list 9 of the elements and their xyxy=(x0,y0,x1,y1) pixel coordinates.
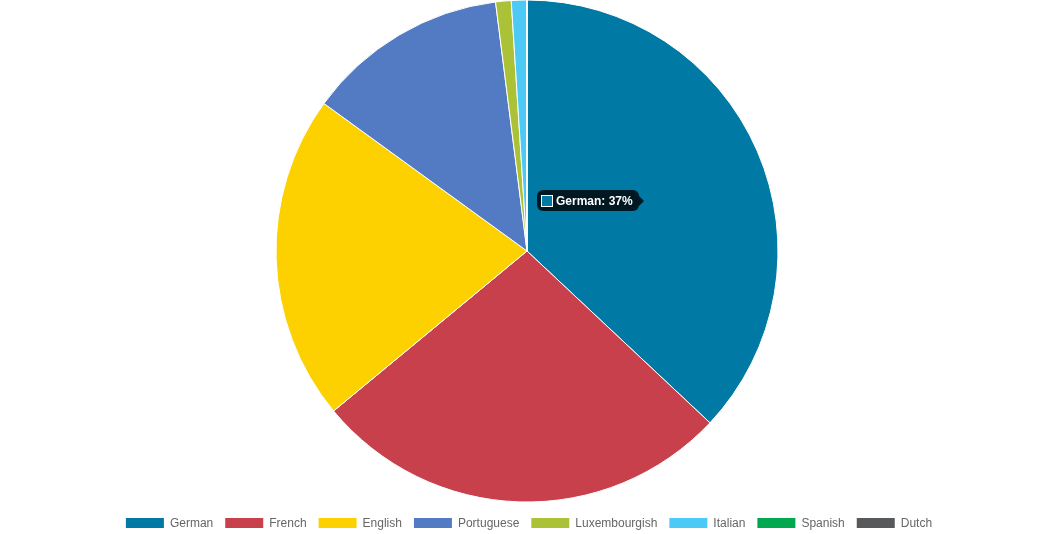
legend-label: French xyxy=(269,516,307,530)
legend-label: Italian xyxy=(713,516,746,530)
legend-label: English xyxy=(362,516,402,530)
tooltip: German: 37% xyxy=(537,190,644,211)
legend-label: Luxembourgish xyxy=(575,516,658,530)
legend-label: German xyxy=(169,516,214,530)
legend-label: Spanish xyxy=(801,516,845,530)
legend-label: Portuguese xyxy=(457,516,520,530)
legend-label: Dutch xyxy=(900,516,933,530)
